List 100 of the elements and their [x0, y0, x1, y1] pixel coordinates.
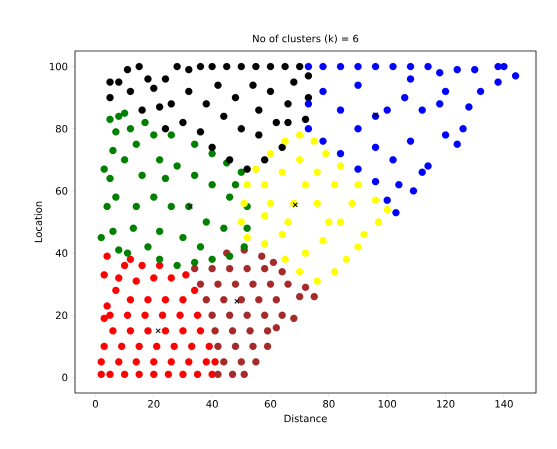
x-tick-label: 80	[323, 400, 335, 408]
point	[220, 112, 228, 120]
point	[126, 296, 134, 304]
point	[319, 138, 327, 145]
point	[281, 62, 289, 70]
point	[179, 118, 187, 126]
point	[234, 298, 240, 304]
point	[132, 140, 140, 148]
point	[120, 370, 128, 378]
point	[322, 150, 330, 158]
point	[389, 156, 397, 164]
point	[158, 312, 166, 319]
point	[260, 212, 268, 220]
point	[243, 264, 251, 272]
point	[296, 156, 304, 164]
point	[150, 84, 158, 92]
point	[238, 62, 245, 70]
y-axis-title: Location	[34, 202, 42, 242]
point	[208, 62, 216, 70]
point	[208, 256, 216, 263]
point	[392, 209, 400, 216]
point	[302, 249, 310, 257]
x-tick-label: 100	[378, 400, 396, 408]
point	[208, 150, 216, 158]
point	[278, 230, 286, 238]
point	[126, 88, 134, 96]
point	[494, 78, 502, 86]
point	[272, 324, 280, 332]
point	[150, 358, 158, 366]
point	[331, 181, 338, 188]
point	[372, 112, 378, 118]
point	[173, 162, 181, 170]
point	[106, 370, 114, 378]
point	[106, 78, 114, 86]
point	[144, 75, 152, 83]
point	[354, 125, 362, 132]
point	[304, 72, 312, 80]
point	[196, 62, 204, 70]
point	[232, 342, 240, 350]
point	[162, 174, 170, 182]
point	[179, 234, 187, 242]
point	[115, 112, 122, 120]
point	[384, 106, 391, 114]
point	[336, 218, 344, 226]
point	[354, 181, 362, 188]
x-tick-label: 40	[206, 400, 218, 408]
point	[173, 62, 181, 70]
point	[185, 358, 192, 366]
point	[243, 224, 251, 232]
point	[141, 118, 149, 126]
point	[278, 268, 286, 276]
point	[162, 75, 170, 83]
point	[471, 66, 478, 74]
point	[243, 181, 251, 188]
point	[272, 296, 280, 304]
point	[255, 106, 262, 114]
point	[296, 268, 304, 276]
point	[106, 116, 114, 124]
point	[336, 62, 344, 70]
point	[302, 116, 310, 124]
point	[374, 218, 382, 226]
point	[240, 200, 248, 208]
point	[196, 128, 204, 136]
point	[168, 131, 175, 139]
point	[168, 202, 175, 210]
point	[465, 103, 473, 111]
point	[238, 125, 245, 132]
point	[162, 296, 170, 304]
point	[304, 100, 312, 108]
point	[118, 342, 126, 350]
point	[156, 262, 164, 270]
point	[296, 131, 304, 139]
point	[141, 312, 149, 319]
point	[372, 62, 380, 70]
point	[188, 342, 196, 350]
point	[214, 370, 222, 378]
point	[354, 243, 362, 251]
point	[500, 62, 508, 70]
y-tick-label: 100	[50, 62, 68, 70]
point	[266, 150, 274, 158]
point	[249, 280, 257, 288]
point	[424, 62, 432, 70]
point	[319, 236, 327, 244]
point	[194, 370, 202, 378]
point	[136, 62, 143, 70]
point	[126, 256, 134, 263]
point	[258, 252, 266, 260]
point	[238, 168, 245, 176]
point	[314, 277, 321, 285]
point	[266, 62, 274, 70]
point	[176, 312, 184, 319]
point	[442, 88, 450, 96]
point	[185, 88, 192, 96]
point	[260, 240, 268, 248]
point	[278, 312, 286, 319]
point	[281, 256, 289, 263]
point	[115, 78, 122, 86]
point	[188, 204, 193, 210]
point	[194, 312, 202, 319]
point	[202, 100, 210, 108]
